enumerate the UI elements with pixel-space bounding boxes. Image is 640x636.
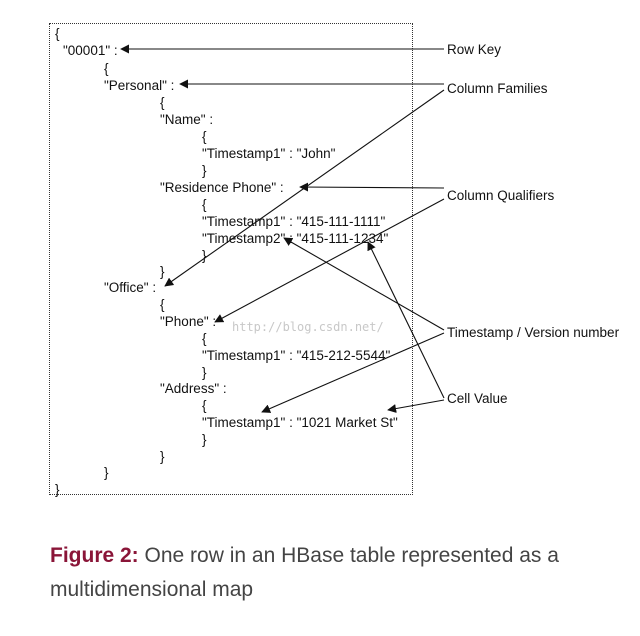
code-line-cell: "Timestamp1" : "1021 Market St" xyxy=(202,415,398,430)
code-line-cell: "Timestamp1" : "John" xyxy=(202,146,336,161)
code-line: { xyxy=(202,129,207,144)
code-line: } xyxy=(202,163,207,178)
figure-caption: Figure 2: One row in an HBase table repr… xyxy=(50,539,630,607)
code-line: { xyxy=(202,197,207,212)
code-line-qualifier-address: "Address" : xyxy=(160,381,227,396)
code-line: } xyxy=(202,248,207,263)
code-line: } xyxy=(160,264,165,279)
label-row-key: Row Key xyxy=(445,42,504,58)
code-line: { xyxy=(202,331,207,346)
code-line: { xyxy=(160,297,165,312)
code-line-qualifier-residence-phone: "Residence Phone" : xyxy=(160,180,284,195)
label-column-families: Column Families xyxy=(445,81,550,97)
code-line-cell: "Timestamp1" : "415-212-5544" xyxy=(202,348,391,363)
figure-caption-text: One row in an HBase table represented as… xyxy=(50,544,559,601)
code-line-family-personal: "Personal" : xyxy=(104,78,175,93)
watermark: http://blog.csdn.net/ xyxy=(232,320,384,334)
code-line-qualifier-phone: "Phone" : xyxy=(160,314,217,329)
code-line: } xyxy=(55,482,60,497)
label-column-qualifiers: Column Qualifiers xyxy=(445,188,557,204)
label-cell-value: Cell Value xyxy=(445,391,510,407)
code-line: } xyxy=(160,449,165,464)
code-line: { xyxy=(55,26,60,41)
code-line-row-key: "00001" : xyxy=(63,43,118,58)
code-line: { xyxy=(160,95,165,110)
code-line: } xyxy=(202,365,207,380)
figure-number: Figure 2: xyxy=(50,544,139,567)
code-line: { xyxy=(202,398,207,413)
code-line-cell: "Timestamp1" : "415-111-1111" xyxy=(202,214,386,229)
code-line: } xyxy=(202,432,207,447)
code-line: } xyxy=(104,465,109,480)
label-timestamp: Timestamp / Version number xyxy=(445,325,622,341)
code-line-family-office: "Office" : xyxy=(104,280,157,295)
code-line-qualifier-name: "Name" : xyxy=(160,112,214,127)
code-line: { xyxy=(104,61,109,76)
code-line-cell: "Timestamp2" : "415-111-1234" xyxy=(202,231,389,246)
